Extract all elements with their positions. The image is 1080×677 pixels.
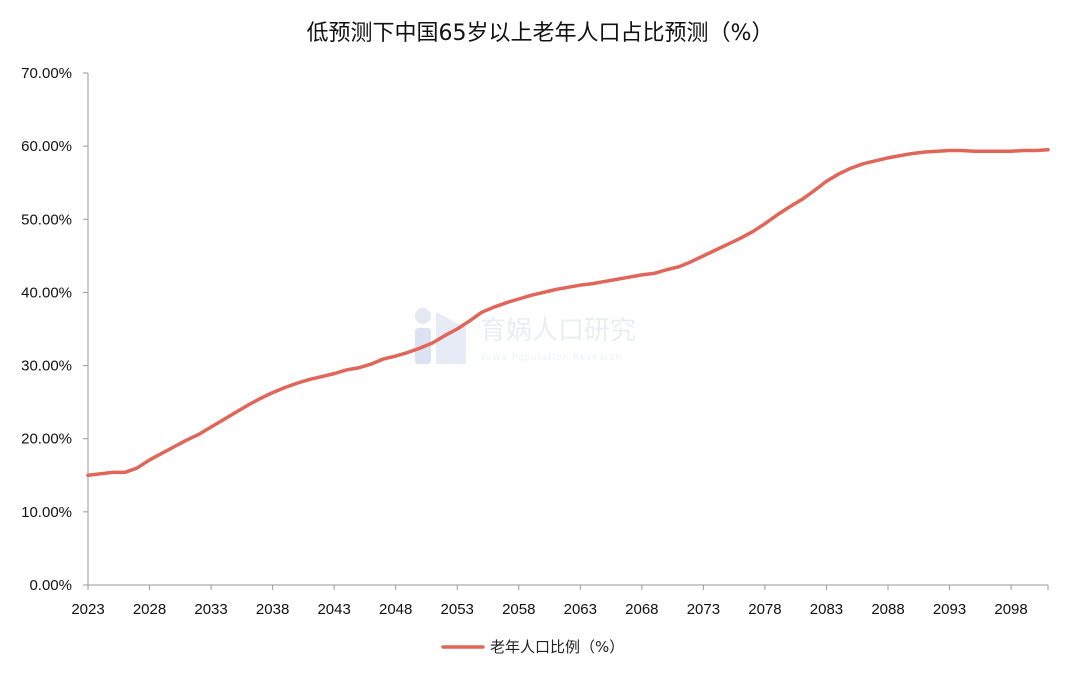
watermark-text: 育娲人口研究: [480, 316, 636, 346]
y-tick-label: 0.00%: [29, 577, 72, 594]
x-tick-label: 2063: [564, 601, 597, 618]
y-tick-label: 40.00%: [21, 284, 72, 301]
x-tick-label: 2033: [194, 601, 227, 618]
y-tick-label: 30.00%: [21, 358, 72, 375]
x-tick-label: 2073: [687, 601, 720, 618]
x-axis-ticks: 2023 2028 2033 2038 2043 2048 2053 2058 2063 2068…: [71, 585, 1049, 618]
chart-title: 低预测下中国65岁以上老年人口占比预测（%）: [307, 21, 774, 46]
x-tick-label: 2053: [441, 601, 474, 618]
x-tick-label: 2058: [502, 601, 535, 618]
x-tick-label: 2028: [133, 601, 166, 618]
series-layer: [86, 148, 1050, 478]
x-tick-label: 2068: [625, 601, 658, 618]
watermark-subtext: YuWa Population Research: [479, 353, 622, 363]
y-tick-label: 10.00%: [21, 504, 72, 521]
x-tick-label: 2088: [871, 601, 904, 618]
y-tick-label: 50.00%: [21, 211, 72, 228]
x-tick-label: 2078: [748, 601, 781, 618]
x-tick-label: 2093: [933, 601, 966, 618]
y-tick-label: 70.00%: [21, 65, 72, 82]
legend: 老年人口比例（%）: [441, 638, 624, 656]
brand-logo-icon: [415, 308, 466, 364]
x-tick-label: 2083: [810, 601, 843, 618]
x-tick-label: 2043: [317, 601, 350, 618]
series-line-0: [86, 148, 1050, 478]
x-tick-label: 2098: [994, 601, 1027, 618]
x-tick-label: 2038: [256, 601, 289, 618]
legend-label: 老年人口比例（%）: [490, 638, 624, 656]
x-tick-label: 2023: [71, 601, 104, 618]
x-tick-label: 2048: [379, 601, 412, 618]
watermark: 育娲人口研究 YuWa Population Research: [415, 308, 636, 364]
y-tick-label: 20.00%: [21, 431, 72, 448]
y-tick-label: 60.00%: [21, 138, 72, 155]
y-axis-ticks: 0.00% 10.00% 20.00% 30.00% 40.00% 50.00% 60.00…: [21, 65, 88, 594]
